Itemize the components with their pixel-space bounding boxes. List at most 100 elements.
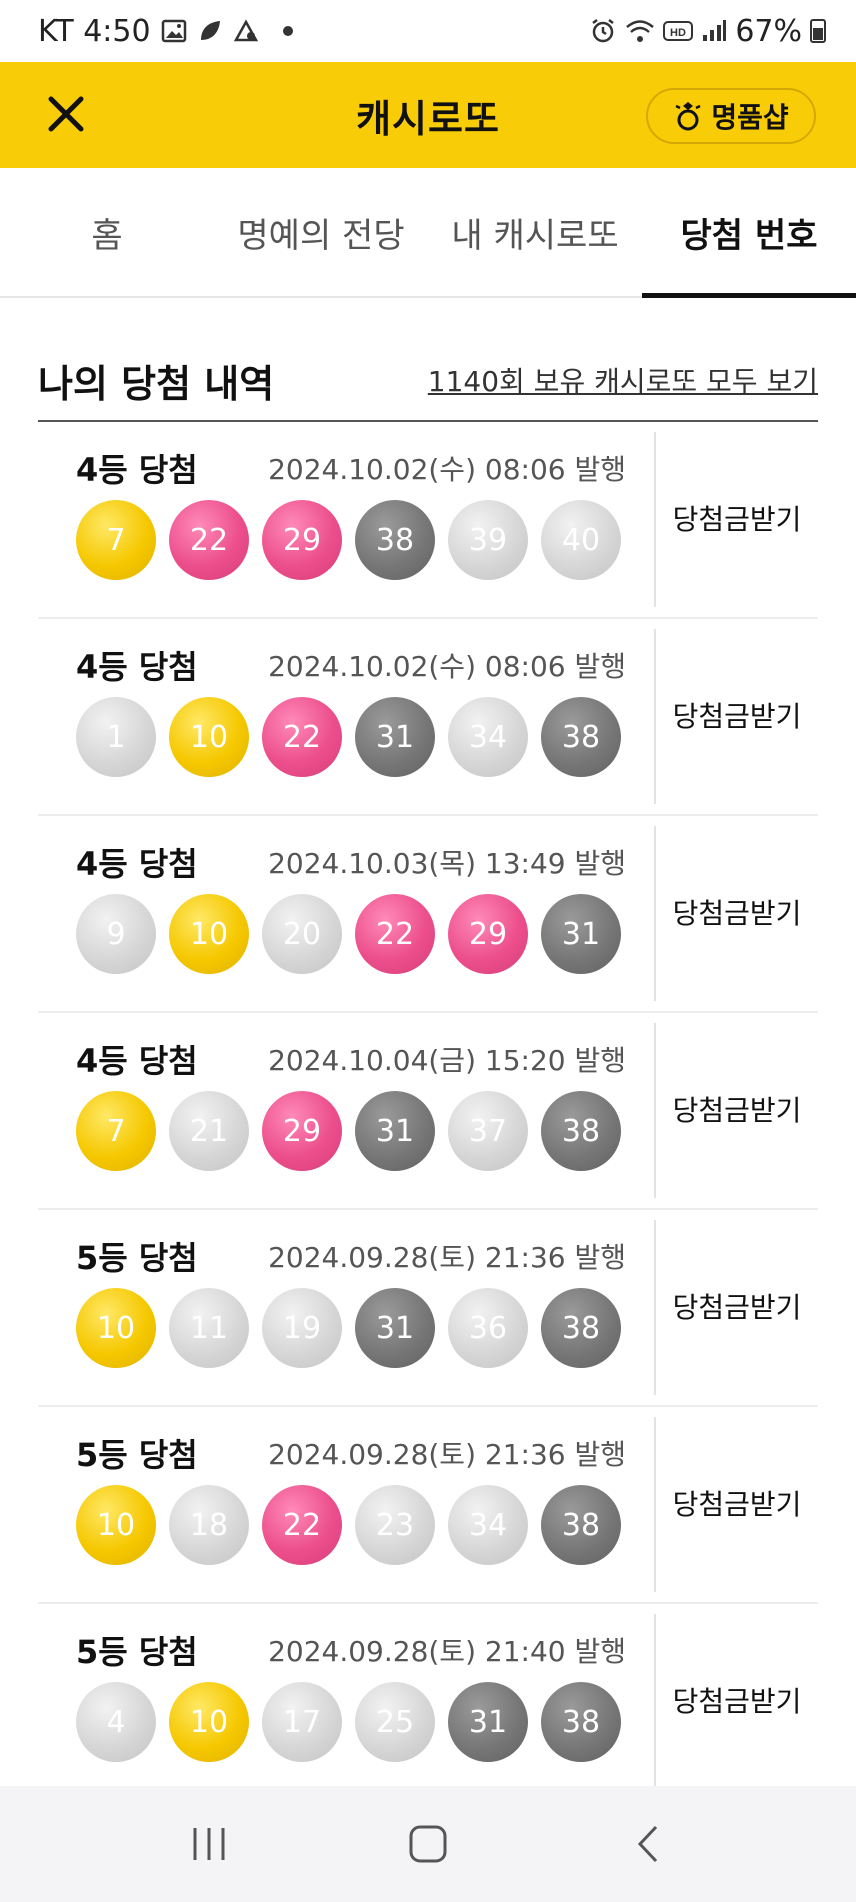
lotto-ball: 34 bbox=[448, 1485, 528, 1565]
lotto-ball: 29 bbox=[448, 894, 528, 974]
lotto-ball: 21 bbox=[169, 1091, 249, 1171]
lotto-ball: 31 bbox=[355, 697, 435, 777]
view-all-link[interactable]: 1140회 보유 캐시로또 모두 보기 bbox=[427, 365, 818, 398]
claim-prize-button[interactable]: 당첨금 받기 bbox=[656, 1289, 818, 1327]
lotto-ball: 20 bbox=[262, 894, 342, 974]
tab-hall-of-fame[interactable]: 명예의 전당 bbox=[214, 168, 428, 296]
entry-header: 4등 당첨 2024.10.04(금) 15:20 발행 bbox=[76, 1031, 626, 1087]
close-button[interactable] bbox=[36, 84, 96, 144]
status-left: KT 4:50 bbox=[38, 14, 293, 49]
status-bar: KT 4:50 HD 67% bbox=[0, 0, 856, 62]
lotto-ball: 38 bbox=[541, 1485, 621, 1565]
lotto-ball: 36 bbox=[448, 1288, 528, 1368]
lotto-ball: 17 bbox=[262, 1682, 342, 1762]
gallery-icon bbox=[161, 19, 186, 43]
claim-prize-button[interactable]: 당첨금 받기 bbox=[656, 1092, 818, 1130]
entry-header: 5등 당첨 2024.09.28(토) 21:40 발행 bbox=[76, 1622, 626, 1678]
claim-prize-button[interactable]: 당첨금 받기 bbox=[656, 698, 818, 736]
section-header: 나의 당첨 내역 1140회 보유 캐시로또 모두 보기 bbox=[38, 340, 818, 422]
lotto-ball: 31 bbox=[448, 1682, 528, 1762]
prize-rank: 5등 당첨 bbox=[76, 1239, 198, 1277]
claim-prize-button[interactable]: 당첨금 받기 bbox=[656, 895, 818, 933]
home-button[interactable] bbox=[388, 1809, 468, 1879]
lotto-ball: 38 bbox=[541, 1091, 621, 1171]
svg-text:HD: HD bbox=[670, 27, 686, 39]
lotto-ball: 4 bbox=[76, 1682, 156, 1762]
lotto-ball: 38 bbox=[541, 697, 621, 777]
issued-datetime: 2024.09.28(토) 21:36 발행 bbox=[268, 1241, 626, 1274]
alarm-icon bbox=[592, 19, 615, 43]
claim-label-line2: 받기 bbox=[749, 699, 802, 733]
lotto-ball: 29 bbox=[262, 1091, 342, 1171]
issued-datetime: 2024.09.28(토) 21:40 발행 bbox=[268, 1635, 626, 1668]
winning-entry-row: 5등 당첨 2024.09.28(토) 21:36 발행 10 11 19 31 36 38 당… bbox=[38, 1210, 818, 1407]
lotto-ball: 38 bbox=[541, 1288, 621, 1368]
recent-apps-icon bbox=[193, 1828, 225, 1860]
entry-ticket: 4등 당첨 2024.10.04(금) 15:20 발행 7 21 29 31 37 38 bbox=[38, 1023, 656, 1198]
prize-rank: 4등 당첨 bbox=[76, 451, 198, 489]
claim-label-line2: 받기 bbox=[749, 1093, 802, 1127]
lotto-ball: 22 bbox=[169, 500, 249, 580]
entry-ticket: 5등 당첨 2024.09.28(토) 21:36 발행 10 11 19 31 36 38 bbox=[38, 1220, 656, 1395]
entry-header: 5등 당첨 2024.09.28(토) 21:36 발행 bbox=[76, 1228, 626, 1284]
entry-ticket: 4등 당첨 2024.10.02(수) 08:06 발행 1 10 22 31 34 38 bbox=[38, 629, 656, 804]
issued-datetime: 2024.09.28(토) 21:36 발행 bbox=[268, 1438, 626, 1471]
lotto-ball: 7 bbox=[76, 500, 156, 580]
status-right: HD 67% bbox=[589, 14, 826, 49]
prize-rank: 4등 당첨 bbox=[76, 648, 198, 686]
issued-datetime: 2024.10.03(목) 13:49 발행 bbox=[268, 847, 626, 880]
shop-label: 명품샵 bbox=[711, 101, 789, 134]
battery-level: 67% bbox=[735, 13, 802, 49]
claim-label-line1: 당첨금 bbox=[672, 502, 750, 536]
ring-icon bbox=[675, 102, 701, 131]
entry-ticket: 5등 당첨 2024.09.28(토) 21:40 발행 4 10 17 25 31 38 bbox=[38, 1614, 656, 1789]
entry-ticket: 4등 당첨 2024.10.03(목) 13:49 발행 9 10 20 22 29 31 bbox=[38, 826, 656, 1001]
lotto-balls: 1 10 22 31 34 38 bbox=[76, 697, 621, 777]
claim-label-line2: 받기 bbox=[749, 1684, 802, 1718]
claim-label-line1: 당첨금 bbox=[672, 1093, 750, 1127]
entry-header: 4등 당첨 2024.10.02(수) 08:06 발행 bbox=[76, 440, 626, 496]
tab-hall-of-fame-label: 명예의 전당 bbox=[237, 215, 405, 256]
issued-datetime: 2024.10.02(수) 08:06 발행 bbox=[268, 453, 626, 486]
wifi-icon bbox=[626, 20, 655, 42]
prize-rank: 5등 당첨 bbox=[76, 1633, 198, 1671]
winning-entry-row: 4등 당첨 2024.10.03(목) 13:49 발행 9 10 20 22 29 31 당첨… bbox=[38, 816, 818, 1013]
lotto-balls: 10 11 19 31 36 38 bbox=[76, 1288, 621, 1368]
lotto-ball: 22 bbox=[262, 697, 342, 777]
clock: KT 4:50 bbox=[38, 13, 151, 49]
winning-entry-row: 4등 당첨 2024.10.04(금) 15:20 발행 7 21 29 31 37 38 당첨… bbox=[38, 1013, 818, 1210]
lotto-ball: 37 bbox=[448, 1091, 528, 1171]
claim-label-line1: 당첨금 bbox=[672, 896, 750, 930]
home-icon bbox=[409, 1825, 447, 1863]
issued-datetime: 2024.10.04(금) 15:20 발행 bbox=[268, 1044, 626, 1077]
lotto-ball: 22 bbox=[355, 894, 435, 974]
luxury-shop-button[interactable]: 명품샵 bbox=[646, 88, 816, 144]
lotto-ball: 1 bbox=[76, 697, 156, 777]
entry-header: 4등 당첨 2024.10.03(목) 13:49 발행 bbox=[76, 834, 626, 890]
tab-my-cashlotto[interactable]: 내 캐시로또 bbox=[428, 168, 642, 296]
claim-prize-button[interactable]: 당첨금 받기 bbox=[656, 501, 818, 539]
lotto-balls: 9 10 20 22 29 31 bbox=[76, 894, 621, 974]
leaf-icon bbox=[200, 21, 220, 40]
claim-prize-button[interactable]: 당첨금 받기 bbox=[656, 1683, 818, 1721]
lotto-balls: 4 10 17 25 31 38 bbox=[76, 1682, 621, 1762]
prize-rank: 5등 당첨 bbox=[76, 1436, 198, 1474]
hd-icon: HD bbox=[663, 21, 694, 41]
tab-home-label: 홈 bbox=[91, 215, 123, 256]
lotto-ball: 39 bbox=[448, 500, 528, 580]
prize-rank: 4등 당첨 bbox=[76, 1042, 198, 1080]
tab-home[interactable]: 홈 bbox=[0, 168, 214, 296]
back-button[interactable] bbox=[607, 1809, 687, 1879]
lotto-ball: 23 bbox=[355, 1485, 435, 1565]
lotto-ball: 29 bbox=[262, 500, 342, 580]
claim-label-line2: 받기 bbox=[749, 502, 802, 536]
tab-winning-numbers[interactable]: 당첨 번호 bbox=[642, 168, 856, 298]
back-icon bbox=[637, 1825, 657, 1863]
issued-datetime: 2024.10.02(수) 08:06 발행 bbox=[268, 650, 626, 683]
lotto-ball: 19 bbox=[262, 1288, 342, 1368]
claim-prize-button[interactable]: 당첨금 받기 bbox=[656, 1486, 818, 1524]
recent-apps-button[interactable] bbox=[169, 1809, 249, 1879]
lotto-ball: 34 bbox=[448, 697, 528, 777]
lotto-ball: 10 bbox=[169, 1682, 249, 1762]
lotto-ball: 10 bbox=[169, 697, 249, 777]
